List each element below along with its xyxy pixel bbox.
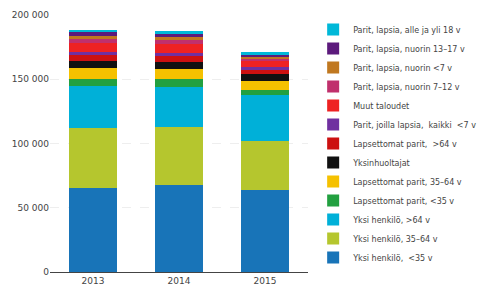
svg-text:Lapsettomat parit, <35 v: Lapsettomat parit, <35 v [353,197,454,206]
svg-text:Parit, joilla lapsia, kaikki: Parit, joilla lapsia, kaikki <7 v [353,121,476,130]
svg-text:100 000: 100 000 [12,139,49,149]
svg-text:200 000: 200 000 [12,10,49,20]
svg-text:Yksinhuoltajat: Yksinhuoltajat [352,159,410,168]
svg-text:Yksi henkilö, <35 v: Yksi henkilö, <35 v [352,254,433,263]
svg-text:Yksi henkilö, >64 v: Yksi henkilö, >64 v [352,216,430,225]
svg-text:50 000: 50 000 [18,203,50,213]
svg-text:2014: 2014 [168,276,191,286]
svg-text:0: 0 [43,267,49,277]
svg-text:2015: 2015 [254,276,277,286]
svg-text:Lapsettomat parit, >64 v: Lapsettomat parit, >64 v [353,140,457,149]
svg-text:Parit, lapsia, nuorin <7 v: Parit, lapsia, nuorin <7 v [353,64,452,73]
svg-text:Parit, lapsia, nuorin 7–12 v: Parit, lapsia, nuorin 7–12 v [353,83,460,92]
svg-text:Muut taloudet: Muut taloudet [353,102,409,111]
svg-text:Parit, lapsia, nuorin 13–17 v: Parit, lapsia, nuorin 13–17 v [353,45,465,54]
svg-text:2013: 2013 [82,276,105,286]
svg-text:150 000: 150 000 [12,74,49,84]
svg-text:Parit, lapsia, alle ja yli 18: Parit, lapsia, alle ja yli 18 v [353,26,461,35]
svg-text:Yksi henkilö, 35–64 v: Yksi henkilö, 35–64 v [352,235,437,244]
svg-text:Lapsettomat parit, 35–64 v: Lapsettomat parit, 35–64 v [353,178,462,187]
